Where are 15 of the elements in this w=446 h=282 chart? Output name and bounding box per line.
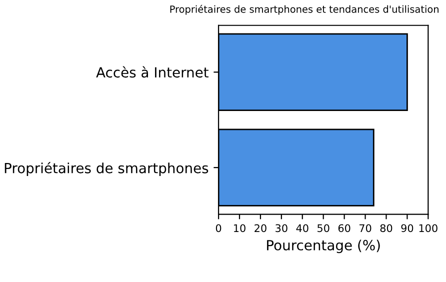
x-tick-label: 50 [318, 224, 330, 232]
x-axis-title: Pourcentage (%) [267, 240, 380, 254]
x-tick-label: 100 [419, 224, 438, 232]
x-tick-label: 40 [296, 224, 308, 232]
y-tick-label: Accès à Internet [96, 66, 208, 78]
x-tick-label: 90 [401, 224, 414, 232]
x-tick-label: 60 [338, 224, 350, 232]
x-tick-label: 0 [216, 224, 222, 232]
y-tick-label: Propriétaires de smartphones [4, 162, 208, 176]
x-tick-label: 10 [234, 224, 246, 232]
x-tick-label: 70 [360, 224, 372, 232]
x-tick-label: 30 [276, 224, 288, 232]
x-tick-label: 80 [380, 224, 392, 232]
x-tick-label: 20 [254, 224, 266, 232]
chart-title: Propriétaires de smartphones et tendances d'utilisation [170, 4, 438, 15]
